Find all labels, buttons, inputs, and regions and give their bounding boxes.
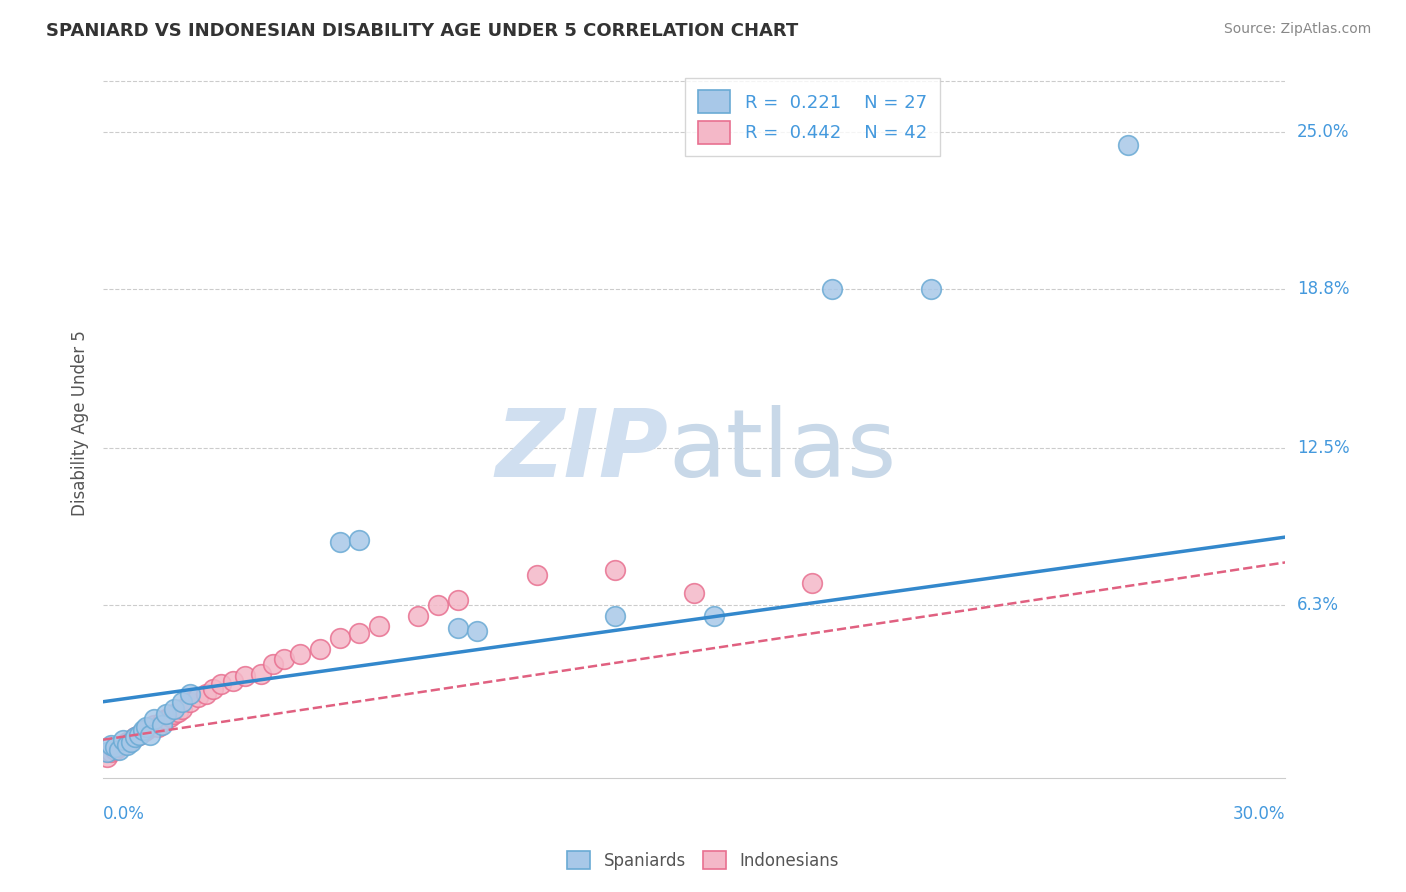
Point [135,720,157,734]
Point [170,695,193,709]
Point [148,720,170,734]
Point [120,732,142,747]
Text: 30.0%: 30.0% [1233,805,1285,823]
Point [170,702,193,716]
Point [526,568,548,582]
Text: 6.3%: 6.3% [1298,597,1339,615]
Point [427,599,450,613]
Point [683,586,706,600]
Point [329,632,352,646]
Point [120,735,142,749]
Point [349,626,371,640]
Point [163,707,186,722]
Point [124,730,146,744]
Point [368,618,391,632]
Point [920,282,942,296]
Point [408,608,430,623]
Point [163,702,186,716]
Point [233,669,256,683]
Point [115,738,138,752]
Point [139,720,162,734]
Text: 0.0%: 0.0% [103,805,145,823]
Text: ZIP: ZIP [495,406,668,498]
Point [447,593,470,607]
Point [135,723,157,737]
Point [187,690,209,704]
Text: 25.0%: 25.0% [1298,123,1350,141]
Point [159,710,181,724]
Point [143,717,166,731]
Point [100,738,122,752]
Point [96,745,118,759]
Point [222,674,245,689]
Point [209,677,232,691]
Point [115,735,138,749]
Point [447,621,470,635]
Point [104,743,127,757]
Point [150,717,173,731]
Point [111,732,134,747]
Point [349,533,371,547]
Point [194,687,217,701]
Point [605,608,627,623]
Point [128,728,150,742]
Point [131,723,153,737]
Point [131,725,153,739]
Point [273,651,295,665]
Point [96,750,118,764]
Y-axis label: Disability Age Under 5: Disability Age Under 5 [72,330,89,516]
Point [155,707,177,722]
Point [108,743,131,757]
Text: Source: ZipAtlas.com: Source: ZipAtlas.com [1223,22,1371,37]
Point [703,608,725,623]
Point [108,740,131,755]
Point [100,745,122,759]
Point [179,695,201,709]
Text: SPANIARD VS INDONESIAN DISABILITY AGE UNDER 5 CORRELATION CHART: SPANIARD VS INDONESIAN DISABILITY AGE UN… [46,22,799,40]
Point [329,535,352,549]
Point [801,575,824,590]
Legend: Spaniards, Indonesians: Spaniards, Indonesians [561,845,845,877]
Legend: R =  0.221    N = 27, R =  0.442    N = 42: R = 0.221 N = 27, R = 0.442 N = 42 [685,78,939,156]
Point [262,657,284,671]
Point [249,666,271,681]
Point [155,713,177,727]
Point [104,740,127,755]
Point [202,681,225,696]
Point [821,282,844,296]
Point [467,624,489,638]
Point [179,687,201,701]
Point [1116,137,1139,152]
Point [139,728,162,742]
Point [308,641,330,656]
Point [124,730,146,744]
Point [167,705,190,719]
Point [128,728,150,742]
Point [605,563,627,577]
Text: atlas: atlas [668,406,897,498]
Text: 18.8%: 18.8% [1298,280,1350,298]
Text: 12.5%: 12.5% [1298,440,1350,458]
Point [111,738,134,752]
Point [288,647,311,661]
Point [143,713,166,727]
Point [150,714,173,729]
